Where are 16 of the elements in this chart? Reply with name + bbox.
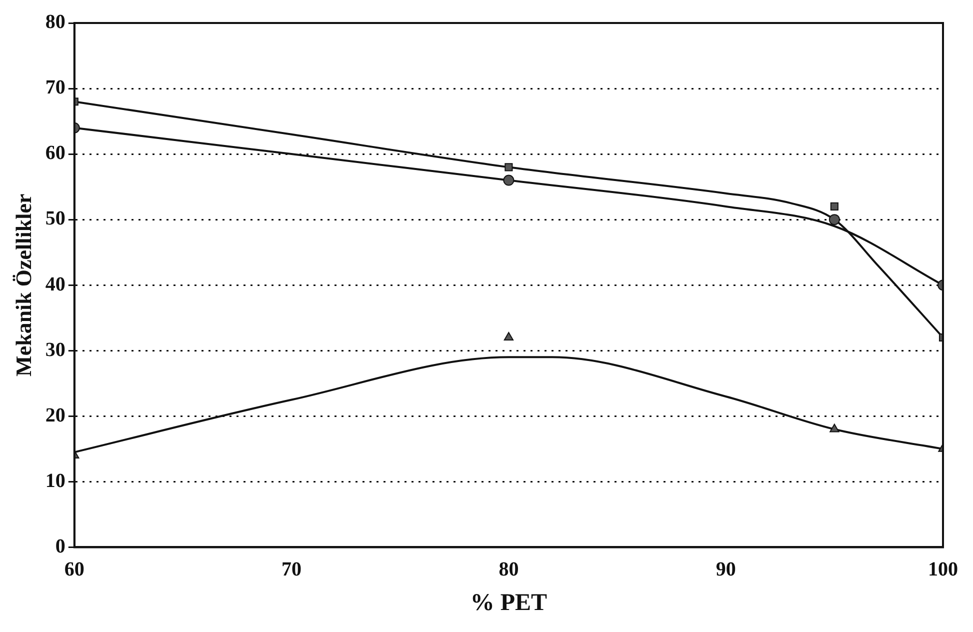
y-tick-label: 50 [45, 208, 66, 230]
y-tick-label: 0 [55, 535, 66, 558]
y-tick-label: 70 [45, 76, 66, 99]
y-tick-label: 40 [45, 273, 66, 296]
x-tick-label: 100 [928, 558, 958, 580]
y-tick-label: 60 [45, 142, 66, 164]
y-axis-title: Mekanik Özellikler [10, 194, 36, 376]
x-tick-label: 70 [282, 558, 302, 580]
x-tick-label: 80 [498, 558, 519, 580]
y-tick-label: 30 [45, 338, 66, 361]
x-axis-title: % PET [470, 590, 548, 616]
x-tick-label: 60 [64, 558, 84, 580]
y-tick-label: 10 [45, 470, 66, 492]
y-tick-label: 20 [45, 404, 66, 426]
y-tick-label: 80 [45, 11, 66, 34]
x-tick-label: 90 [716, 558, 736, 580]
